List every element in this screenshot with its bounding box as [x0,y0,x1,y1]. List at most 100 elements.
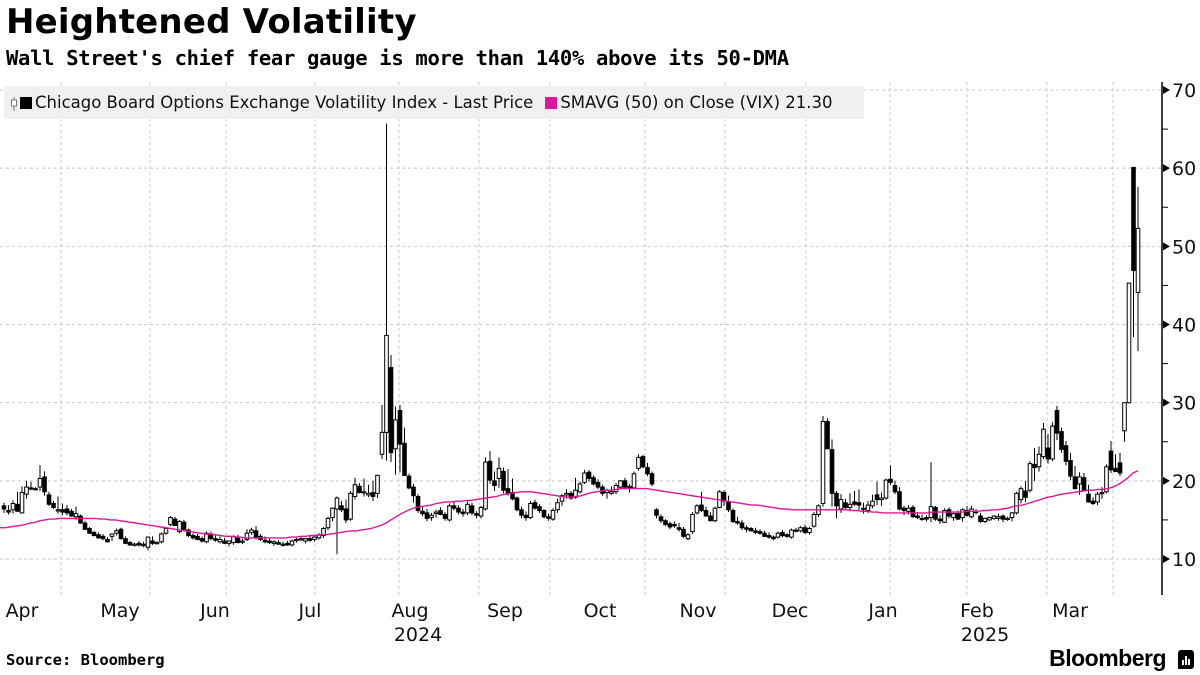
candle-body-down [802,527,808,533]
candle [28,481,34,491]
candle [1000,514,1006,523]
candle-body-down [69,510,74,517]
candle [501,467,506,494]
legend-label-sma: SMAVG (50) on Close (VIX) 21.30 [560,93,833,112]
candle [406,473,412,490]
candle [19,486,25,514]
y-tick-marker [1163,320,1170,329]
candle-body-up [919,517,925,521]
candle-body-up [24,486,29,495]
candle [703,506,709,517]
candle [550,508,556,521]
candle [42,471,47,496]
candle-body-down [262,539,268,543]
candle [10,500,16,514]
candle-body-down [190,535,196,539]
candle [402,427,407,477]
y-tick-marker [1163,86,1170,94]
candle-body-down [136,542,142,546]
candle-body-up [325,517,331,529]
candle [514,496,520,512]
candle-body-up [996,516,1001,519]
candle [883,478,889,500]
candle [420,506,425,517]
candle-body-down [415,495,421,512]
candle-body-down [892,485,898,493]
candle [55,496,61,514]
candle [640,455,646,469]
legend: Chicago Board Options Exchange Volatilit… [4,86,864,119]
candle-body-up [685,534,691,540]
candle-body-up [564,492,569,496]
candle-body-up [154,542,160,545]
candle-body-down [469,505,475,514]
candle [87,526,92,534]
candle-body-down [357,485,362,494]
candle-body-up [577,483,583,493]
candle [375,474,380,499]
y-tick-marker [1163,242,1170,251]
candle [555,498,560,513]
candle-body-down [897,491,902,510]
candle-body-up [811,513,817,527]
candle-body-down [186,529,191,537]
candle-body-up [1018,488,1024,501]
candle-body-up [1099,492,1105,495]
candle [1014,491,1019,515]
candle-body-down [91,531,97,537]
candle-body-down [51,503,56,508]
candle [1090,497,1096,506]
candle-body-up [789,529,794,538]
candle [1095,491,1100,506]
candle-body-down [501,470,506,491]
candle [37,465,43,491]
candle-body-down [1131,166,1136,272]
candle [1050,422,1055,462]
candle-body-up [820,420,826,505]
candle-body-down [771,536,776,540]
candle [366,484,371,498]
x-tick-label: Nov [679,600,716,622]
candle-body-up [465,503,470,514]
candle [240,538,245,545]
candle [523,511,529,521]
candle-body-up [478,506,484,517]
candle-body-up [244,532,250,540]
candle-body-down [82,522,88,530]
candle [753,527,758,534]
x-tick-label: May [100,600,139,622]
candle [1009,512,1015,522]
candle-body-up [271,541,277,544]
x-tick-label: Aug [391,600,428,622]
candle [681,526,686,538]
candle-body-up [330,507,335,519]
candle-body-down [915,515,920,519]
candle-body-up [1104,466,1109,493]
legend-swatch-sma [545,96,558,109]
candle [537,504,542,513]
legend-swatch-vix [20,96,32,109]
candle [847,493,853,512]
candle [469,502,475,516]
candle-body-up [361,491,367,494]
candle [820,415,826,507]
candle [744,525,749,533]
candle [568,490,574,500]
candle-body-down [766,535,772,538]
candle-body-up [375,474,380,494]
candle-body-down [658,516,664,522]
candle-body-down [514,497,520,511]
y-tick-label: 20 [1172,471,1196,493]
candle-body-down [735,520,740,524]
candle [109,533,115,542]
candle [1005,516,1010,521]
candle [1068,452,1073,481]
candle [937,515,943,524]
candle-body-up [10,503,16,511]
candle-body-up [1050,425,1055,460]
candle [649,471,655,487]
candle [636,454,641,471]
candle [771,535,776,541]
candle [667,521,673,530]
chart-subtitle: Wall Street's chief fear gauge is more t… [6,46,789,70]
